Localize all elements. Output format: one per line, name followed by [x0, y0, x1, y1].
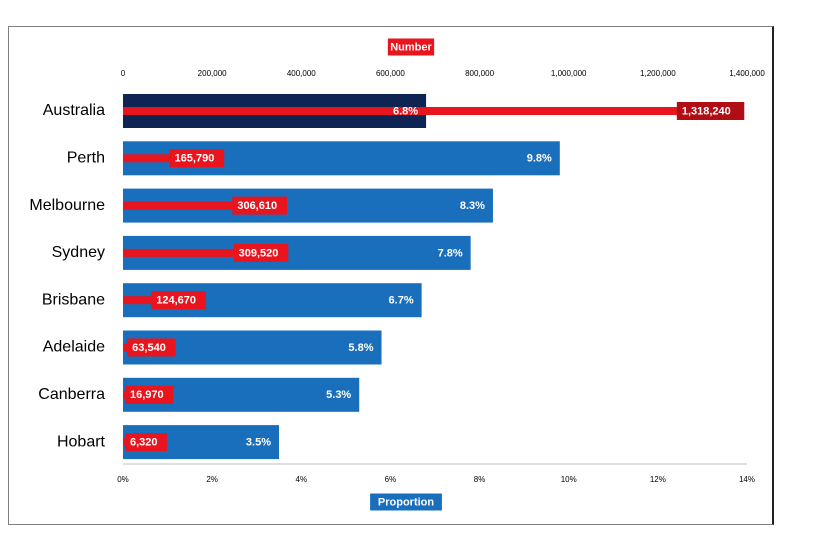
number-bar[interactable]	[123, 107, 711, 115]
top-axis-title-bg	[387, 38, 435, 56]
number-label-bg	[127, 338, 176, 357]
number-bar[interactable]	[123, 296, 179, 305]
bottom-tick-label: 2%	[206, 475, 218, 484]
proportion-data-label: 9.8%	[527, 153, 552, 165]
number-label-bg	[151, 291, 206, 310]
number-data-label: 309,520	[239, 247, 279, 259]
category-label: Sydney	[52, 244, 105, 261]
number-label-bg	[233, 243, 289, 262]
bottom-tick-label: 8%	[474, 475, 486, 484]
category-label: Hobart	[57, 433, 106, 450]
category-label: Melbourne	[29, 197, 105, 214]
number-data-label: 124,670	[156, 295, 196, 307]
bottom-tick-label: 0%	[117, 475, 129, 484]
bottom-axis-title-bg	[370, 493, 442, 511]
proportion-data-label: 8.3%	[460, 200, 485, 212]
number-data-label: 63,540	[132, 342, 166, 354]
number-data-label: 1,318,240	[682, 105, 731, 117]
top-tick-label: 1,400,000	[729, 69, 765, 78]
number-data-label: 165,790	[175, 153, 215, 165]
number-data-label: 16,970	[130, 389, 164, 401]
category-label: Perth	[67, 150, 105, 167]
number-bar[interactable]	[123, 154, 197, 163]
bottom-tick-label: 4%	[296, 475, 308, 484]
proportion-data-label: 6.8%	[393, 105, 418, 117]
chart-frame	[8, 26, 774, 525]
category-label: Adelaide	[43, 339, 105, 356]
number-label-bg	[125, 433, 167, 452]
top-tick-label: 800,000	[465, 69, 494, 78]
bottom-axis-title: Proportion	[378, 496, 434, 508]
proportion-data-label: 5.3%	[326, 389, 351, 401]
top-tick-label: 600,000	[376, 69, 405, 78]
top-tick-label: 1,200,000	[640, 69, 676, 78]
top-tick-label: 0	[121, 69, 126, 78]
number-bar[interactable]	[123, 438, 126, 447]
bottom-tick-label: 14%	[739, 475, 755, 484]
proportion-data-label: 3.5%	[246, 437, 271, 449]
top-axis-title: Number	[390, 41, 432, 53]
number-data-label: 6,320	[130, 437, 158, 449]
proportion-data-label: 6.7%	[389, 295, 414, 307]
top-tick-label: 400,000	[287, 69, 316, 78]
number-label-bg	[169, 149, 225, 168]
bottom-tick-label: 6%	[385, 475, 397, 484]
category-label: Canberra	[38, 386, 105, 403]
number-bar[interactable]	[123, 201, 260, 210]
category-label: Brisbane	[42, 291, 105, 308]
top-tick-label: 200,000	[198, 69, 227, 78]
number-label-bg	[676, 102, 745, 120]
proportion-data-label: 5.8%	[348, 342, 373, 354]
number-label-bg	[232, 196, 287, 215]
top-tick-label: 1,000,000	[551, 69, 587, 78]
number-bar[interactable]	[123, 248, 261, 257]
number-label-bg	[125, 385, 174, 404]
category-label: Australia	[43, 102, 105, 119]
bottom-tick-label: 10%	[561, 475, 577, 484]
proportion-data-label: 7.8%	[438, 247, 463, 259]
number-data-label: 306,610	[237, 200, 277, 212]
bottom-tick-label: 12%	[650, 475, 666, 484]
